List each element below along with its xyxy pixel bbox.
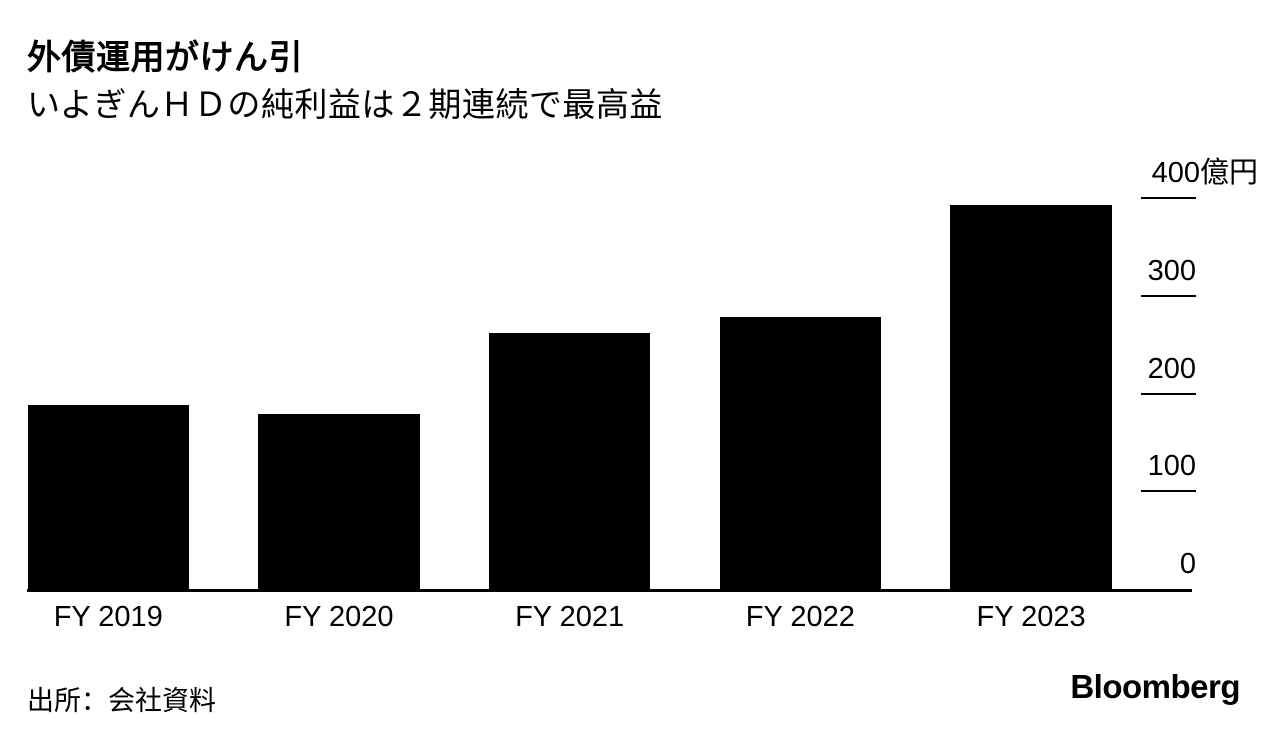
chart-title: 外債運用がけん引 (27, 39, 303, 77)
bar-fy-2023 (950, 204, 1112, 589)
x-axis-label-fy-2021: FY 2021 (515, 601, 625, 633)
x-axis-label-fy-2020: FY 2020 (284, 601, 394, 633)
y-axis-label-0: 0 (1179, 548, 1196, 580)
y-axis-label-100: 100 (1147, 450, 1196, 483)
x-axis-label-fy-2023: FY 2023 (976, 601, 1086, 633)
x-axis-label-fy-2019: FY 2019 (53, 601, 163, 633)
source-note: 出所：会社資料 (27, 686, 216, 716)
y-axis-tick-300 (1141, 294, 1196, 297)
y-axis-label-300: 300 (1147, 254, 1196, 287)
bar-fy-2022 (719, 317, 882, 589)
y-axis-tick-100 (1141, 490, 1196, 493)
y-axis-tick-200 (1141, 392, 1196, 395)
y-axis-label-400: 400億円 (1151, 157, 1258, 189)
bar-fy-2021 (488, 332, 651, 589)
y-axis-tick-400 (1141, 197, 1196, 199)
bar-fy-2020 (258, 414, 420, 589)
y-axis-label-200: 200 (1147, 352, 1196, 385)
x-axis-baseline (27, 589, 1192, 592)
bloomberg-logo: Bloomberg (1070, 668, 1240, 705)
x-axis-label-fy-2022: FY 2022 (745, 601, 855, 633)
bar-fy-2019 (27, 405, 189, 589)
chart-subtitle: いよぎんＨＤの純利益は２期連続で最高益 (27, 86, 663, 123)
